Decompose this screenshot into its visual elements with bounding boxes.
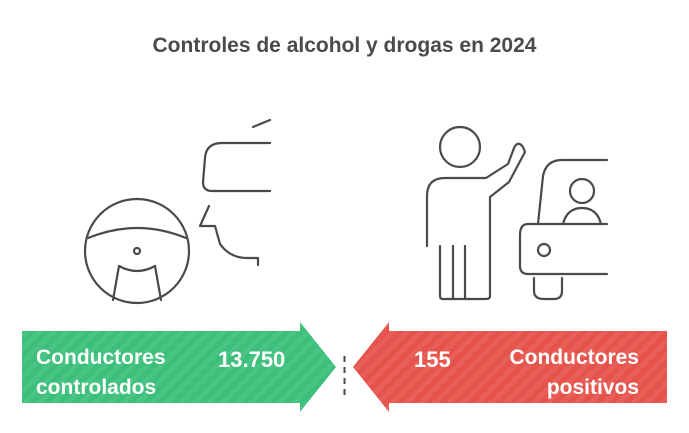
controlled-label-line2: controlados — [36, 376, 157, 399]
controlled-value: 13.750 — [218, 347, 286, 372]
person-waving-car-icon — [425, 125, 609, 301]
positive-label-line1: Conductores — [509, 346, 639, 369]
positive-value: 155 — [414, 347, 451, 372]
positive-label-line2: positivos — [546, 376, 639, 399]
positive-label: Conductores positivos — [509, 343, 639, 403]
controlled-label: Conductores controlados — [36, 343, 166, 403]
page-title: Controles de alcohol y drogas en 2024 — [152, 34, 537, 57]
steering-wheel-driver-icon — [83, 118, 272, 305]
controlled-label-line1: Conductores — [36, 346, 166, 369]
